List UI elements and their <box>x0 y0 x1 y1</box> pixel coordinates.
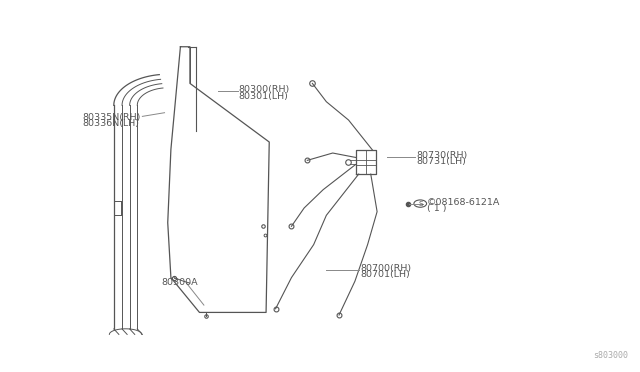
Text: s803000: s803000 <box>593 351 628 360</box>
Text: S: S <box>418 201 422 206</box>
Text: 80730(RH): 80730(RH) <box>417 151 468 160</box>
Text: 80701(LH): 80701(LH) <box>360 270 410 279</box>
Text: 80335N(RH): 80335N(RH) <box>82 113 140 122</box>
Text: 80731(LH): 80731(LH) <box>417 157 467 166</box>
Text: 80336N(LH): 80336N(LH) <box>82 119 139 128</box>
Text: 80300A: 80300A <box>161 278 198 287</box>
Text: 80300(RH): 80300(RH) <box>239 86 290 94</box>
Text: 80301(LH): 80301(LH) <box>239 92 289 101</box>
Text: ( 1 ): ( 1 ) <box>427 204 446 213</box>
Text: 80700(RH): 80700(RH) <box>360 264 411 273</box>
Text: ©08168-6121A: ©08168-6121A <box>427 198 500 207</box>
